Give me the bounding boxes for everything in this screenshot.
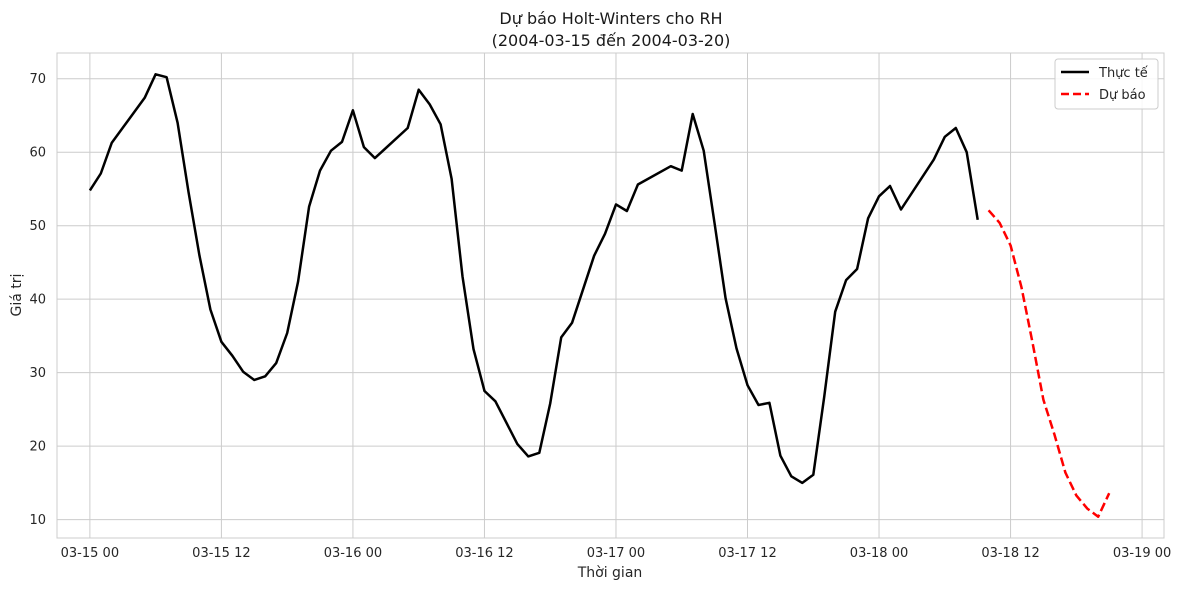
series-line-actual bbox=[88, 73, 979, 485]
x-tick-label: 03-19 00 bbox=[1113, 546, 1171, 561]
x-axis-label: Thời gian bbox=[577, 565, 643, 581]
plot-frame bbox=[56, 52, 1165, 539]
y-axis-label: Giá trị bbox=[9, 274, 25, 317]
grid-lines bbox=[57, 53, 1164, 538]
x-tick-label: 03-16 00 bbox=[324, 546, 382, 561]
series-layer bbox=[88, 73, 1111, 518]
series-line-forecast bbox=[987, 209, 1111, 518]
y-tick-label: 30 bbox=[29, 366, 46, 381]
y-tick-label: 50 bbox=[29, 219, 46, 234]
legend-label-forecast: Dự báo bbox=[1099, 88, 1146, 103]
legend-label-actual: Thực tế bbox=[1098, 66, 1148, 81]
x-tick-label: 03-16 12 bbox=[455, 546, 513, 561]
y-tick-label: 40 bbox=[29, 293, 46, 308]
x-tick-label: 03-17 12 bbox=[718, 546, 776, 561]
y-tick-label: 60 bbox=[29, 146, 46, 161]
y-tick-label: 10 bbox=[29, 513, 46, 528]
x-axis-ticks: 03-15 00 03-15 12 03-16 00 03-16 12 03-17 00… bbox=[61, 546, 1172, 561]
x-tick-label: 03-15 00 bbox=[61, 546, 119, 561]
x-tick-label: 03-18 12 bbox=[981, 546, 1039, 561]
chart-title: Dự báo Holt-Winters cho RH bbox=[499, 9, 722, 28]
y-tick-label: 70 bbox=[29, 72, 46, 87]
y-tick-label: 20 bbox=[29, 440, 46, 455]
y-axis-ticks: 10 20 30 40 50 60 70 bbox=[29, 72, 46, 528]
legend: Thực tế Dự báo bbox=[1054, 58, 1159, 110]
chart-subtitle: (2004-03-15 đến 2004-03-20) bbox=[492, 31, 731, 50]
x-tick-label: 03-17 00 bbox=[587, 546, 645, 561]
x-tick-label: 03-18 00 bbox=[850, 546, 908, 561]
x-tick-label: 03-15 12 bbox=[192, 546, 250, 561]
